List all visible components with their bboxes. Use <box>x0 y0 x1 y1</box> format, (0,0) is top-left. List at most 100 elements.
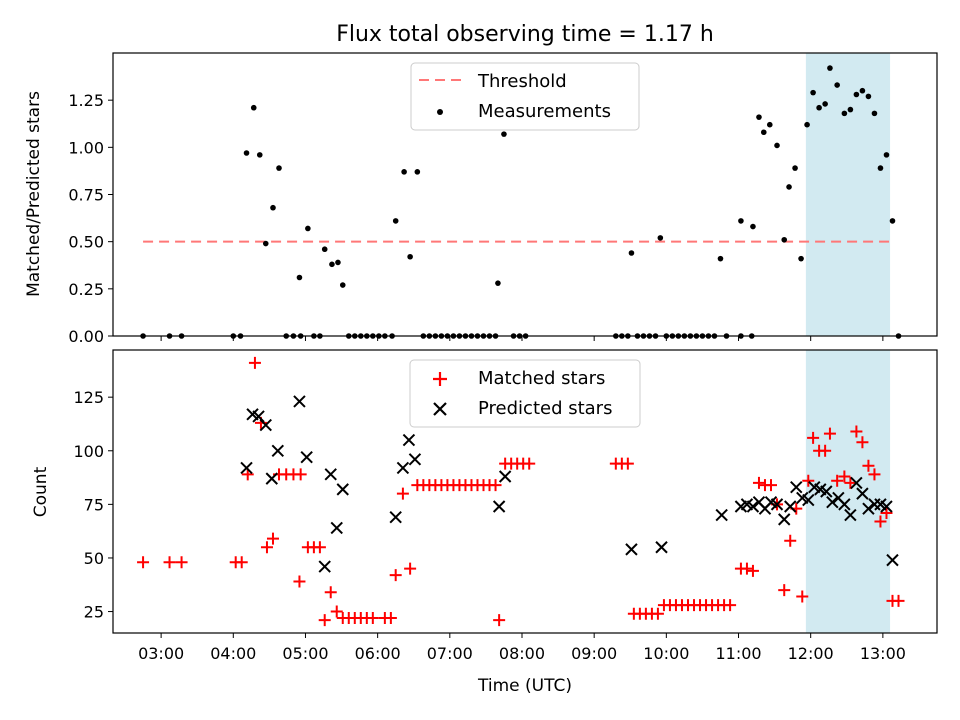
ratio-panel: 0.00 0.25 0.50 0.75 1.00 1.25 Matched/Predict… <box>24 52 938 346</box>
matched-star-marker <box>802 474 815 487</box>
predicted-star-marker <box>408 453 422 466</box>
measurement-point <box>798 255 804 262</box>
predicted-star-points <box>240 395 899 573</box>
measurement-point <box>243 150 250 156</box>
measurement-point <box>827 65 833 71</box>
matched-star-marker <box>874 515 887 528</box>
legend-matched-label: Matched stars <box>478 368 605 389</box>
matched-star-marker <box>330 605 343 618</box>
measurement-point <box>270 204 276 211</box>
count-y-tick-label: 50 <box>84 549 104 568</box>
predicted-star-marker <box>330 521 343 535</box>
matched-star-marker <box>862 459 875 472</box>
x-tick-label: 04:00 <box>210 644 256 663</box>
x-axis-label: Time (UTC) <box>477 676 572 696</box>
ratio-y-tick-label: 0.75 <box>68 186 104 205</box>
matched-star-marker <box>235 556 248 569</box>
measurement-point <box>401 169 407 175</box>
count-y-tick-label: 75 <box>84 495 104 514</box>
ratio-y-tick-label: 1.25 <box>68 91 104 110</box>
predicted-star-marker <box>802 493 815 507</box>
matched-star-marker <box>844 476 857 489</box>
matched-star-marker <box>163 556 176 569</box>
matched-star-marker <box>838 470 851 483</box>
matched-star-marker <box>892 594 905 607</box>
predicted-star-marker <box>778 513 791 526</box>
count-panel: 03:00 04:00 05:00 06:00 07:00 08:00 09:00 10:00… <box>31 349 938 696</box>
measurement-point <box>339 282 346 288</box>
legend-threshold-label: Threshold <box>477 71 567 92</box>
measurement-point <box>414 169 421 175</box>
matched-star-marker <box>384 611 397 624</box>
predicted-star-marker <box>492 500 506 513</box>
highlight-band-top <box>805 53 891 336</box>
matched-star-marker <box>175 556 188 569</box>
measurement-point <box>792 165 798 171</box>
measurement-point <box>262 240 269 247</box>
x-tick-label: 06:00 <box>355 644 401 663</box>
matched-star-marker <box>752 476 765 489</box>
measurement-point <box>296 274 303 281</box>
measurement-point <box>816 104 822 111</box>
matched-star-marker <box>260 541 273 554</box>
predicted-star-marker <box>826 496 839 509</box>
matched-star-marker <box>819 444 832 457</box>
measurement-point <box>305 225 311 232</box>
count-y-tick-label: 100 <box>73 442 104 461</box>
matched-star-marker <box>404 562 417 575</box>
matched-star-marker <box>523 457 536 470</box>
predicted-star-marker <box>715 508 728 522</box>
chart-title: Flux total observing time = 1.17 h <box>336 22 714 47</box>
measurement-point <box>841 110 848 117</box>
predicted-star-marker <box>850 476 863 490</box>
measurement-point <box>329 261 335 268</box>
predicted-star-marker <box>746 500 760 513</box>
matched-star-marker <box>651 607 664 620</box>
measurement-point <box>321 246 328 253</box>
measurement-point <box>392 218 399 224</box>
matched-star-marker <box>493 614 506 627</box>
count-axis-ticks: 03:00 04:00 05:00 06:00 07:00 08:00 09:00 10:00… <box>73 388 905 663</box>
x-tick-label: 08:00 <box>499 644 545 663</box>
matched-star-marker <box>807 431 820 444</box>
measurement-point <box>276 165 282 171</box>
legend-top-box <box>410 62 640 131</box>
measurement-point <box>766 121 773 128</box>
matched-star-points <box>137 356 905 627</box>
measurement-point <box>822 101 828 107</box>
ratio-y-tick-label: 0.50 <box>68 233 104 252</box>
predicted-star-marker <box>265 472 278 485</box>
x-tick-label: 05:00 <box>282 644 328 663</box>
measurement-point <box>859 87 866 94</box>
measurement-point <box>834 82 840 88</box>
matched-star-marker <box>784 534 797 547</box>
predicted-star-marker <box>886 553 899 567</box>
matched-star-marker <box>868 468 881 481</box>
matched-star-marker <box>137 556 150 569</box>
measurement-point <box>760 129 767 136</box>
predicted-star-marker <box>240 461 253 475</box>
predicted-star-marker <box>880 500 893 513</box>
ratio-y-tick-label: 1.00 <box>68 138 104 157</box>
predicted-star-marker <box>259 418 272 432</box>
measurement-point <box>495 280 501 286</box>
legend-predicted-swatch <box>433 402 447 416</box>
predicted-star-marker <box>336 483 349 496</box>
legend-measurement-swatch <box>437 109 443 115</box>
matched-star-marker <box>396 487 409 500</box>
predicted-star-marker <box>271 444 285 457</box>
ratio-y-axis-label: Matched/Predicted stars <box>24 91 44 297</box>
matched-star-marker <box>765 479 777 492</box>
predicted-star-marker <box>402 433 416 447</box>
measurement-point <box>877 165 884 171</box>
matched-star-marker <box>389 569 402 582</box>
matched-star-marker <box>880 506 893 519</box>
matched-star-marker <box>740 562 753 575</box>
x-tick-label: 12:00 <box>788 644 834 663</box>
matched-star-marker <box>324 586 337 599</box>
predicted-star-marker <box>300 450 313 464</box>
measurement-point <box>810 89 816 96</box>
x-tick-label: 11:00 <box>715 644 761 663</box>
measurement-point <box>335 259 341 266</box>
